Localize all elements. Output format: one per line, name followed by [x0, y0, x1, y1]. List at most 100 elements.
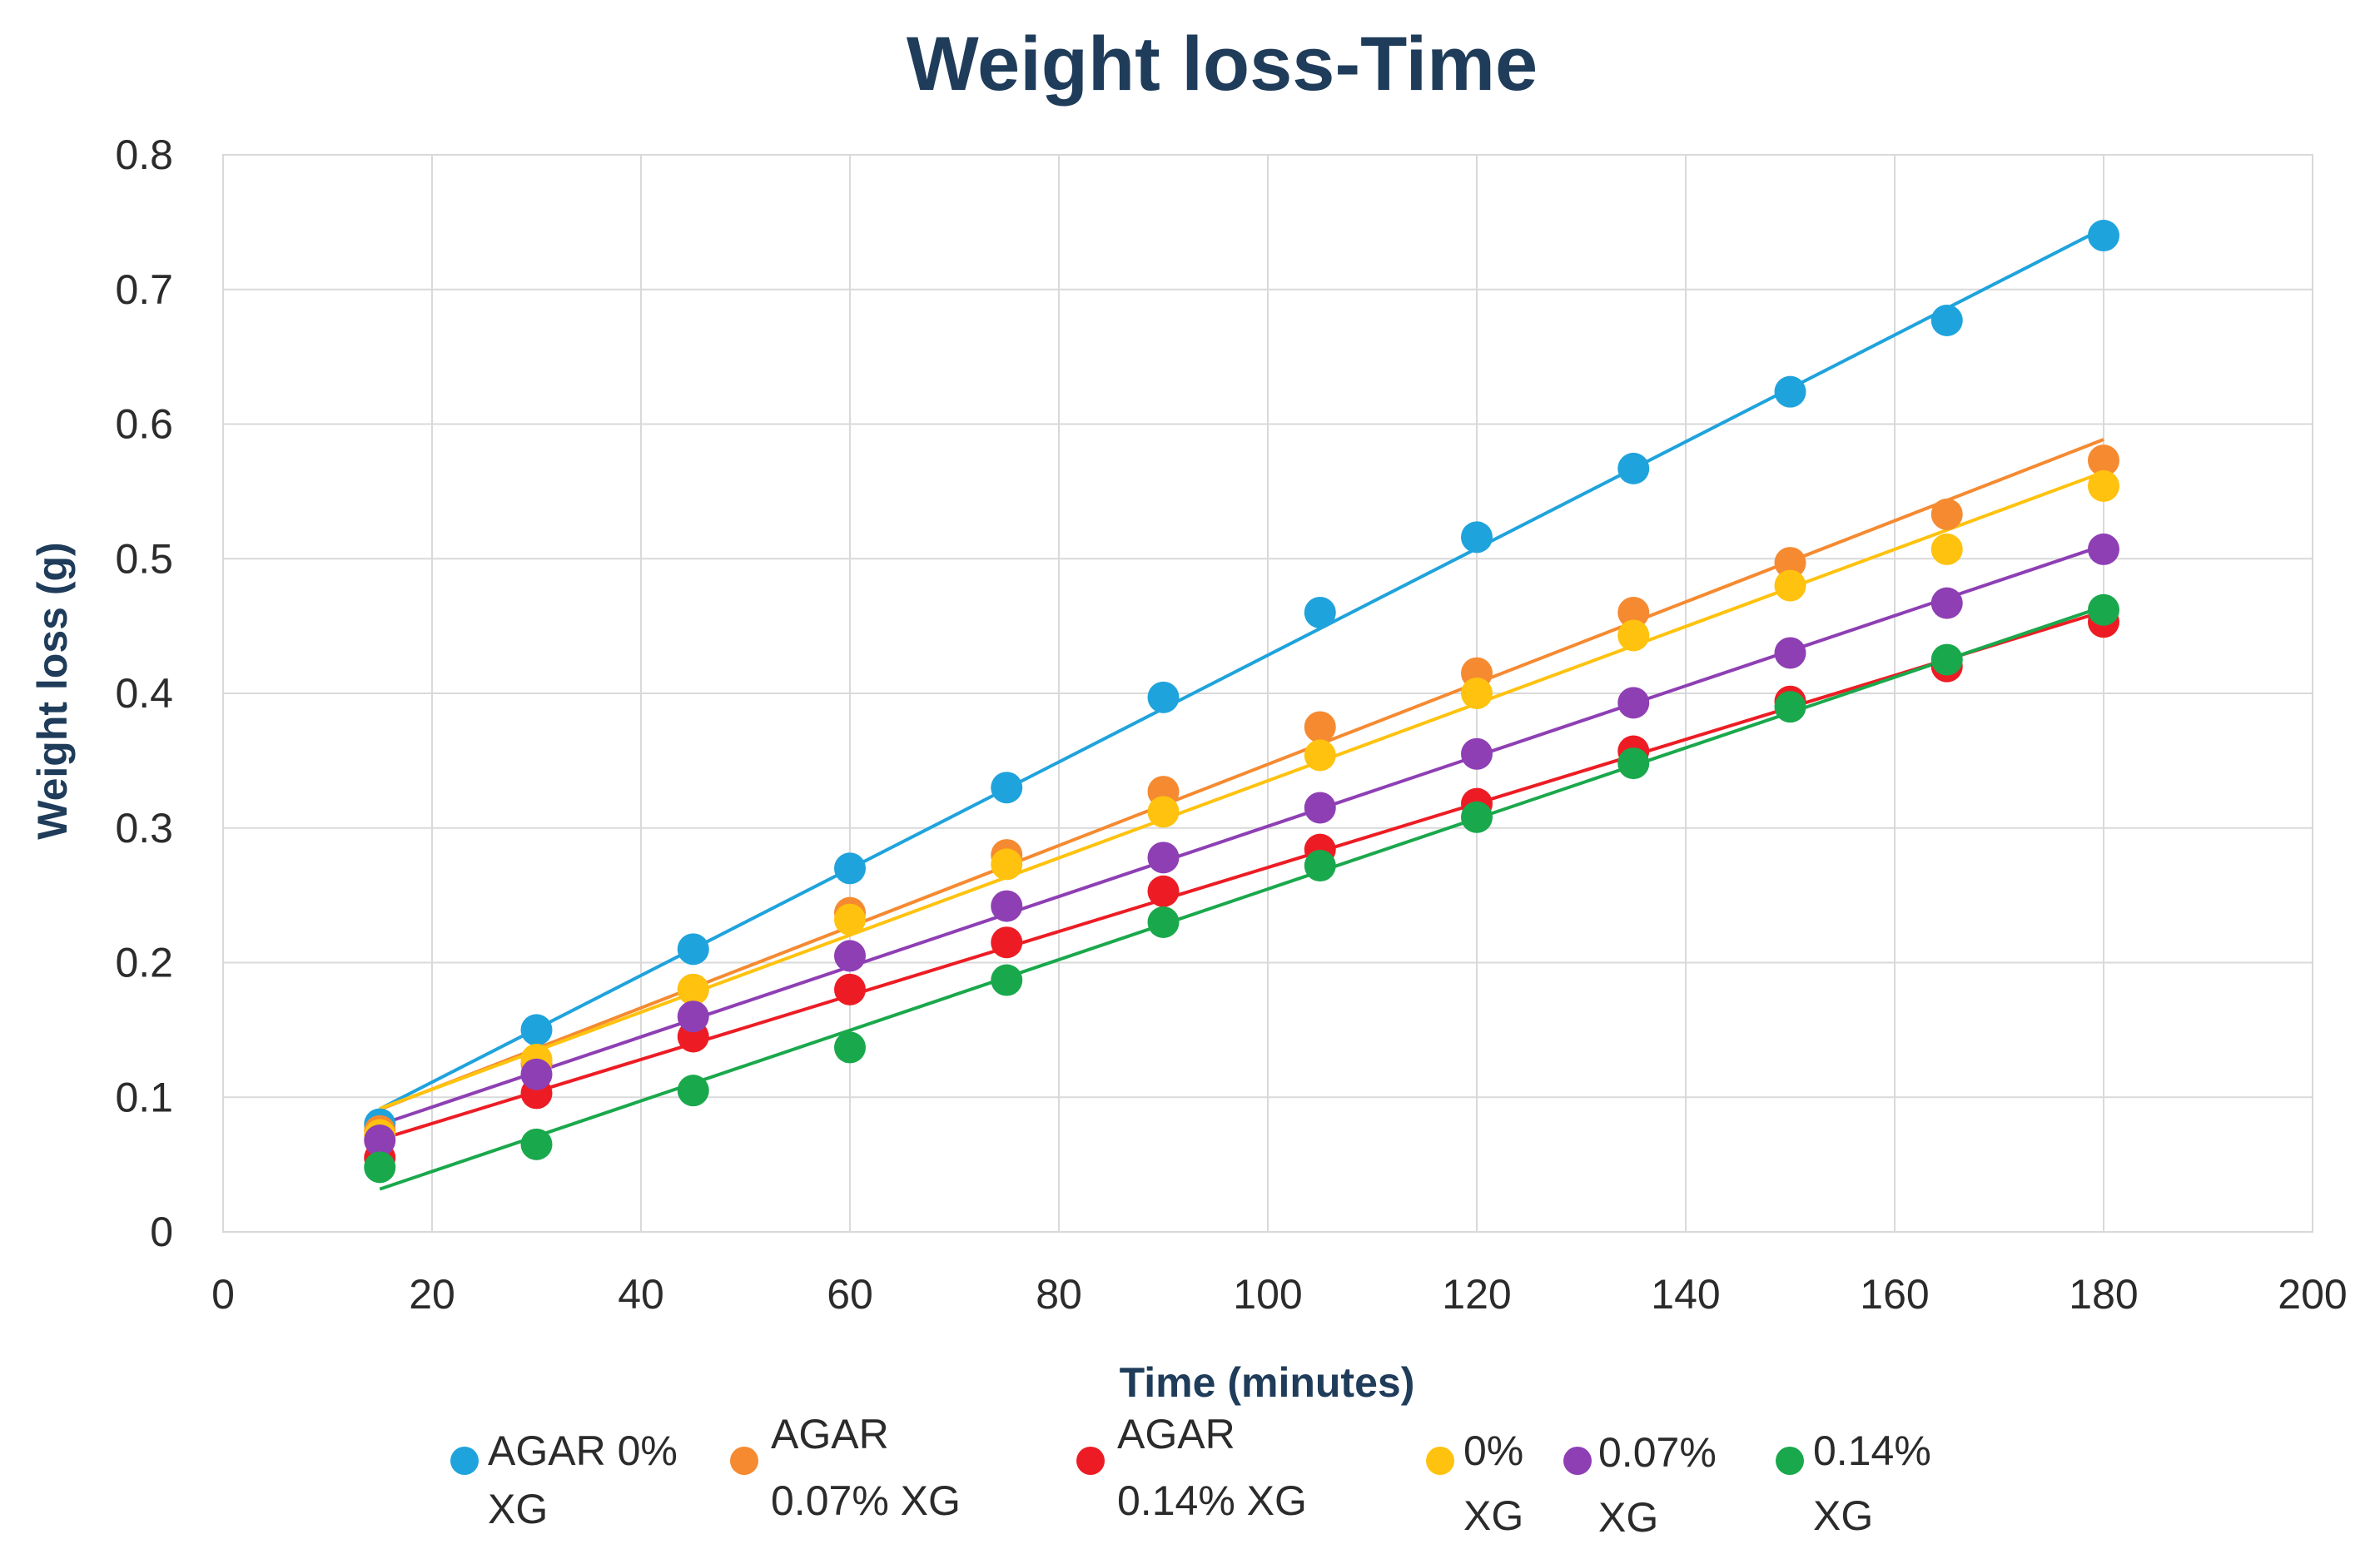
- y-tick-label: 0: [150, 1209, 173, 1255]
- data-point-series-2: [1147, 875, 1180, 907]
- data-point-series-3: [834, 903, 866, 936]
- legend-marker: [1776, 1447, 1804, 1475]
- data-point-series-0: [1930, 304, 1963, 336]
- data-point-series-5: [1617, 747, 1650, 780]
- legend-marker: [730, 1447, 758, 1475]
- data-point-series-2: [991, 926, 1023, 959]
- legend: AGAR 0% XG AGAR 0.07% XG AGAR 0.14% XG 0% XG 0.0…: [450, 1411, 1931, 1541]
- y-axis-label: Weight loss (g): [29, 542, 76, 839]
- legend-marker: [450, 1447, 479, 1475]
- y-tick-label: 0.6: [115, 401, 173, 448]
- data-point-series-5: [1304, 850, 1336, 882]
- data-point-series-5: [834, 1031, 866, 1064]
- legend-item: AGAR 0% XG: [450, 1427, 678, 1532]
- x-tick-label: 120: [1442, 1271, 1511, 1318]
- data-point-series-3: [677, 973, 709, 1005]
- x-axis-ticks: 0 20 40 60 80 100 120 140 160 180 200: [211, 1271, 2348, 1318]
- legend-item: 0.07% XG: [1563, 1429, 1717, 1541]
- y-axis-ticks: 0 0.1 0.2 0.3 0.4 0.5 0.6 0.7 0.8: [115, 132, 173, 1255]
- legend-item: 0% XG: [1426, 1427, 1523, 1539]
- trendline-series-2: [379, 609, 2104, 1141]
- legend-marker: [1563, 1447, 1592, 1475]
- data-point-series-1: [2088, 444, 2119, 477]
- data-point-series-4: [1617, 687, 1650, 719]
- y-tick-label: 0.7: [115, 266, 173, 313]
- data-point-series-0: [991, 772, 1023, 804]
- legend-label: 0.14% XG: [1813, 1427, 1931, 1539]
- x-tick-label: 140: [1651, 1271, 1720, 1318]
- y-tick-label: 0.5: [115, 535, 173, 582]
- legend-label: 0% XG: [1463, 1427, 1523, 1539]
- legend-item: AGAR 0.14% XG: [1076, 1411, 1307, 1524]
- data-point-series-4: [991, 890, 1023, 922]
- x-tick-label: 200: [2278, 1271, 2347, 1318]
- data-point-series-3: [1617, 619, 1650, 652]
- data-point-series-0: [2088, 220, 2119, 252]
- y-tick-label: 0.1: [115, 1074, 173, 1120]
- legend-label: 0.07% XG: [1598, 1429, 1717, 1541]
- legend-item: 0.14% XG: [1776, 1427, 1931, 1539]
- trendline-series-4: [379, 544, 2104, 1127]
- x-axis-label: Time (minutes): [1120, 1359, 1415, 1406]
- data-point-series-5: [1461, 801, 1493, 833]
- data-point-series-5: [991, 964, 1023, 996]
- y-tick-label: 0.4: [115, 670, 173, 717]
- data-point-series-4: [834, 940, 866, 972]
- y-tick-label: 0.2: [115, 940, 173, 986]
- data-point-series-1: [1304, 711, 1336, 743]
- legend-item: AGAR 0.07% XG: [730, 1411, 961, 1524]
- data-point-series-3: [1930, 533, 1963, 565]
- trendline-series-3: [379, 470, 2104, 1110]
- data-point-series-4: [1461, 737, 1493, 770]
- data-point-series-4: [1930, 587, 1963, 619]
- data-point-series-0: [1774, 375, 1806, 408]
- legend-marker: [1076, 1447, 1105, 1475]
- data-point-series-4: [364, 1125, 396, 1157]
- data-point-series-4: [1147, 842, 1180, 874]
- data-point-series-0: [1617, 452, 1650, 484]
- legend-label: AGAR 0% XG: [488, 1427, 678, 1532]
- data-point-series-5: [2088, 593, 2119, 626]
- trendline-series-0: [379, 226, 2104, 1111]
- data-point-series-5: [1774, 691, 1806, 723]
- y-tick-label: 0.3: [115, 805, 173, 851]
- chart-title: Weight loss-Time: [907, 22, 1538, 107]
- legend-marker: [1426, 1447, 1454, 1475]
- trendline-series-5: [379, 604, 2104, 1191]
- data-point-series-4: [1774, 637, 1806, 669]
- data-point-series-5: [1147, 906, 1180, 938]
- data-point-series-4: [2088, 533, 2119, 565]
- x-tick-label: 20: [409, 1271, 455, 1318]
- data-point-series-3: [1147, 796, 1180, 828]
- x-tick-label: 80: [1036, 1271, 1082, 1318]
- data-point-series-1: [1774, 547, 1806, 579]
- legend-label: AGAR 0.14% XG: [1117, 1411, 1307, 1524]
- data-point-series-4: [520, 1058, 553, 1090]
- x-tick-label: 60: [827, 1271, 873, 1318]
- data-points: [364, 220, 2119, 1184]
- data-point-series-1: [1617, 596, 1650, 628]
- data-point-series-3: [1774, 569, 1806, 602]
- data-point-series-3: [1461, 678, 1493, 709]
- data-point-series-4: [677, 1000, 709, 1033]
- data-point-series-0: [677, 933, 709, 966]
- data-point-series-0: [1147, 681, 1180, 713]
- data-point-series-4: [1304, 792, 1336, 824]
- data-point-series-2: [834, 973, 866, 1005]
- data-point-series-5: [677, 1075, 709, 1107]
- data-point-series-0: [834, 852, 866, 885]
- data-point-series-3: [1304, 739, 1336, 772]
- x-tick-label: 40: [618, 1271, 664, 1318]
- x-tick-label: 160: [1860, 1271, 1929, 1318]
- x-tick-label: 180: [2069, 1271, 2138, 1318]
- data-point-series-0: [520, 1014, 553, 1046]
- data-point-series-3: [2088, 469, 2119, 502]
- x-tick-label: 0: [211, 1271, 235, 1318]
- data-point-series-5: [364, 1151, 396, 1184]
- legend-label: AGAR 0.07% XG: [771, 1411, 961, 1524]
- data-point-series-0: [1461, 521, 1493, 554]
- data-point-series-5: [1930, 643, 1963, 676]
- y-tick-label: 0.8: [115, 132, 173, 178]
- trendlines: [379, 226, 2104, 1191]
